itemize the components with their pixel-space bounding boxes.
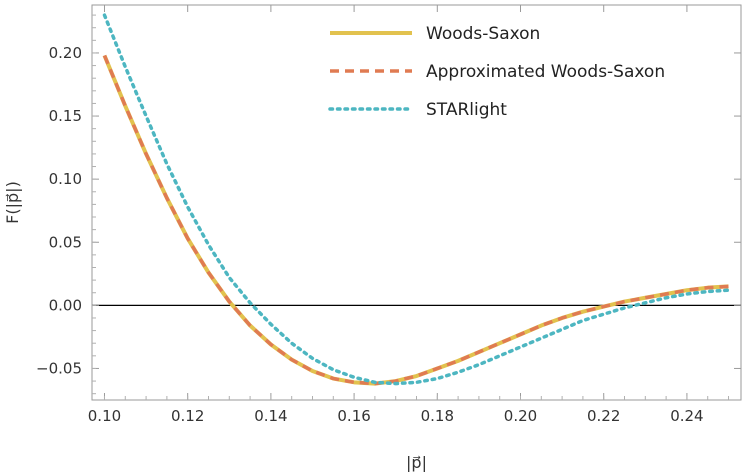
- legend-label: Woods-Saxon: [426, 24, 540, 44]
- series-line-starlight: [102, 13, 731, 386]
- y-axis-label: F(|p⃗|): [3, 181, 22, 224]
- y-axis: −0.05 0.00 0.05 0.10 0.15 0.20: [36, 14, 741, 395]
- x-tick-label: 0.20: [504, 407, 537, 425]
- series-group: [102, 13, 731, 386]
- x-tick-label: 0.18: [421, 407, 454, 425]
- x-tick-label: 0.22: [587, 407, 620, 425]
- legend-label: STARlight: [426, 100, 507, 120]
- x-tick-label: 0.10: [88, 407, 121, 425]
- y-tick-label: −0.05: [36, 359, 82, 377]
- x-axis: 0.10 0.12 0.14 0.16 0.18 0.20 0.22 0.24: [88, 5, 730, 425]
- y-tick-label: 0.00: [49, 296, 82, 314]
- y-tick-label: 0.15: [49, 107, 82, 125]
- x-axis-label: |p⃗|: [406, 453, 427, 472]
- x-tick-label: 0.14: [254, 407, 287, 425]
- x-tick-label: 0.24: [670, 407, 703, 425]
- y-tick-label: 0.05: [49, 233, 82, 251]
- y-tick-label: 0.20: [49, 44, 82, 62]
- legend: Woods-Saxon Approximated Woods-Saxon STARl…: [328, 24, 665, 120]
- legend-label: Approximated Woods-Saxon: [426, 62, 665, 82]
- series-line-woods-saxon: [102, 54, 729, 386]
- x-tick-label: 0.16: [337, 407, 370, 425]
- x-tick-label: 0.12: [171, 407, 204, 425]
- y-tick-label: 0.10: [49, 170, 82, 188]
- series-line-approximated-woods-saxon: [102, 54, 729, 386]
